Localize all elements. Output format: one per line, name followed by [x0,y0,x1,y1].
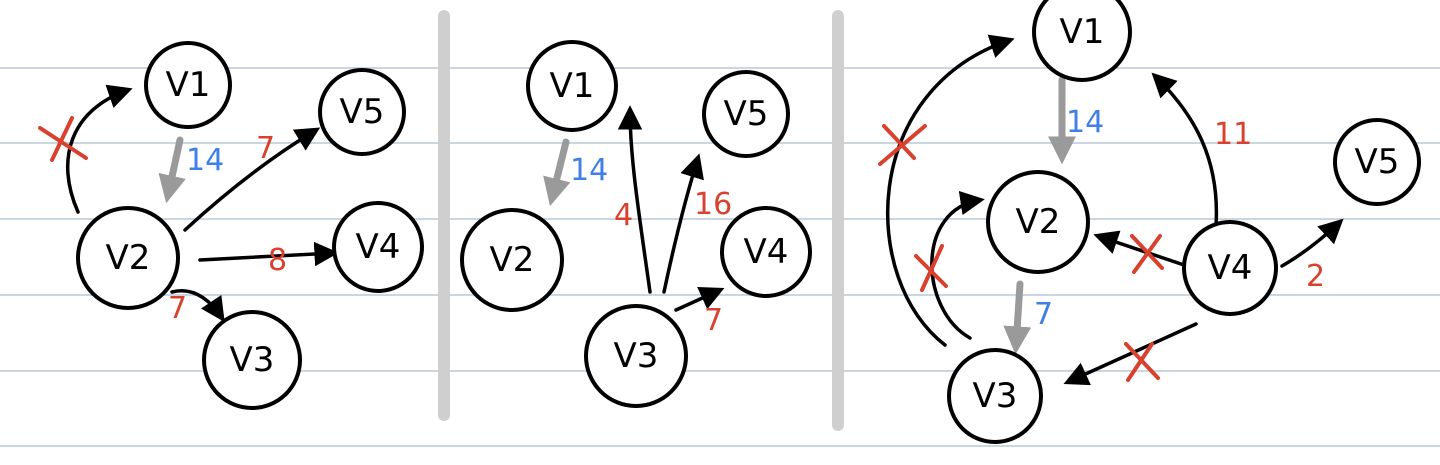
svg-text:V3: V3 [973,376,1018,416]
crossed-edge-mark [878,124,927,166]
edge-weight: 7 [1034,297,1053,332]
crossed-edge-mark [38,116,88,162]
edge-v1-v2 [543,138,571,207]
node-v5: V5 [1333,118,1421,206]
edge-v3-v1 [617,105,652,294]
node-v4: V4 [720,206,812,298]
node-v5: V5 [318,68,406,156]
edge-v3-v1 [886,34,1015,347]
edge-v2-v3 [170,289,225,323]
node-v2: V2 [460,208,564,312]
panel-2-graph: 14 4 16 7 V1 V5 V2 V4 V3 [460,40,812,408]
edge-weight: 2 [1306,259,1325,294]
edge-weight: 16 [694,187,732,222]
svg-text:V5: V5 [724,94,769,134]
edge-v1-v2 [158,136,186,204]
edge-weight: 7 [704,303,723,338]
node-v3: V3 [202,310,302,410]
edge-v2-v3 [1003,280,1032,355]
node-v4: V4 [1182,220,1278,316]
edge-v3-v4 [674,286,725,312]
svg-text:V1: V1 [1060,12,1105,52]
svg-text:V4: V4 [744,232,789,272]
node-v2: V2 [986,170,1090,274]
edge-weight: 14 [570,153,608,188]
node-v2: V2 [76,206,180,310]
crossed-edge-mark [914,244,948,292]
edge-v3-v5 [662,153,704,294]
edge-weight: 14 [186,143,224,178]
node-v4: V4 [332,201,424,293]
node-v1: V1 [1032,0,1132,82]
edge-v3-v2 [930,190,985,340]
node-v3: V3 [584,304,688,408]
svg-text:V4: V4 [356,227,401,267]
edge-v2-v5 [183,127,321,232]
edge-v4-v2 [1093,230,1186,267]
edge-weight: 4 [614,198,633,233]
crossed-edge-mark [1124,342,1160,382]
edge-weight: 8 [268,243,287,278]
panel-3-graph: 14 11 7 2 V1 V5 V2 V4 V3 [878,0,1421,444]
edge-v4-v1 [1151,72,1219,228]
edge-weight: 7 [168,291,187,326]
svg-text:V5: V5 [1355,142,1400,182]
edge-weight: 14 [1066,105,1104,140]
node-v1: V1 [144,41,232,129]
edge-v2-v1 [65,84,133,214]
svg-text:V5: V5 [340,92,385,132]
svg-text:V2: V2 [490,240,535,280]
svg-text:V3: V3 [614,336,659,376]
edge-v2-v4 [198,241,339,267]
edge-weight: 7 [256,131,275,166]
svg-text:V1: V1 [550,66,595,106]
crossed-edge-mark [1130,234,1164,274]
svg-text:V1: V1 [166,65,211,105]
edge-v4-v5 [1280,218,1344,268]
edge-weight: 11 [1214,117,1252,152]
svg-text:V2: V2 [1016,202,1061,242]
node-v1: V1 [526,40,618,132]
svg-text:V3: V3 [230,340,275,380]
panel-1-graph: 14 7 8 7 V1 V5 V2 V4 V3 [38,41,424,410]
svg-text:V2: V2 [106,238,151,278]
node-v5: V5 [702,70,790,158]
svg-text:V4: V4 [1208,248,1253,288]
node-v3: V3 [947,348,1043,444]
